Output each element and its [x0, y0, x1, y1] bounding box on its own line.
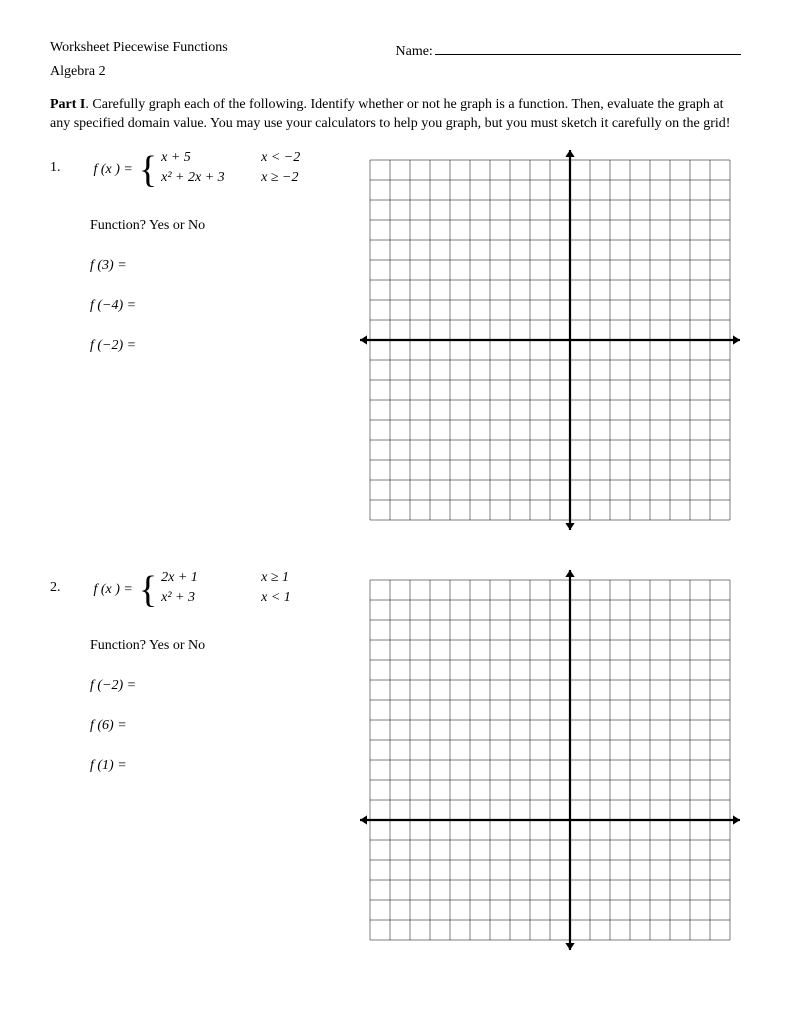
function-question: Function? Yes or No	[90, 638, 350, 654]
piece-row: x + 5 x < −2	[161, 150, 341, 170]
problem-1-num: 1.	[50, 150, 90, 176]
fx-label: f (x ) =	[94, 162, 133, 178]
problem-1-pieces: x + 5 x < −2 x² + 2x + 3 x ≥ −2	[161, 150, 341, 190]
brace-icon: {	[139, 151, 157, 189]
piece-row: x² + 3 x < 1	[161, 590, 341, 610]
piece-expr: 2x + 1	[161, 570, 261, 586]
name-blank-line[interactable]	[435, 40, 741, 55]
problem-1-left: 1. f (x ) = { x + 5 x < −2 x² + 2x + 3 x…	[50, 150, 360, 354]
eval-line: f (6) =	[90, 718, 350, 734]
problem-2-pieces: 2x + 1 x ≥ 1 x² + 3 x < 1	[161, 570, 341, 610]
part-intro: Part I. Carefully graph each of the foll…	[50, 96, 741, 134]
piece-cond: x ≥ 1	[261, 570, 341, 586]
name-label: Name:	[396, 44, 433, 60]
brace-icon: {	[139, 571, 157, 609]
header-title: Worksheet Piecewise Functions	[50, 40, 396, 60]
problem-1-fdef: f (x ) = { x + 5 x < −2 x² + 2x + 3 x ≥ …	[94, 150, 342, 190]
header: Worksheet Piecewise Functions Name:	[50, 40, 741, 60]
piece-cond: x < −2	[261, 150, 341, 166]
course-subhead: Algebra 2	[50, 64, 741, 80]
eval-line: f (−2) =	[90, 338, 350, 354]
problem-1: 1. f (x ) = { x + 5 x < −2 x² + 2x + 3 x…	[50, 150, 741, 530]
grid-svg	[360, 570, 740, 950]
problem-2-graph	[360, 570, 740, 950]
eval-line: f (−4) =	[90, 298, 350, 314]
problem-2-num: 2.	[50, 570, 90, 596]
fx-label: f (x ) =	[94, 582, 133, 598]
eval-line: f (3) =	[90, 258, 350, 274]
problem-2: 2. f (x ) = { 2x + 1 x ≥ 1 x² + 3 x < 1 …	[50, 570, 741, 950]
grid-svg	[360, 150, 740, 530]
piece-row: x² + 2x + 3 x ≥ −2	[161, 170, 341, 190]
problem-1-graph	[360, 150, 740, 530]
problem-2-left: 2. f (x ) = { 2x + 1 x ≥ 1 x² + 3 x < 1 …	[50, 570, 360, 774]
name-field: Name:	[396, 40, 742, 60]
piece-expr: x² + 3	[161, 590, 261, 606]
eval-line: f (1) =	[90, 758, 350, 774]
piece-row: 2x + 1 x ≥ 1	[161, 570, 341, 590]
piece-expr: x + 5	[161, 150, 261, 166]
worksheet-page: Worksheet Piecewise Functions Name: Alge…	[0, 0, 791, 1030]
problem-2-fdef: f (x ) = { 2x + 1 x ≥ 1 x² + 3 x < 1	[94, 570, 342, 610]
eval-line: f (−2) =	[90, 678, 350, 694]
intro-text: . Carefully graph each of the following.…	[50, 97, 730, 131]
piece-expr: x² + 2x + 3	[161, 170, 261, 186]
piece-cond: x ≥ −2	[261, 170, 341, 186]
piece-cond: x < 1	[261, 590, 341, 606]
function-question: Function? Yes or No	[90, 218, 350, 234]
part-label: Part I	[50, 97, 85, 112]
